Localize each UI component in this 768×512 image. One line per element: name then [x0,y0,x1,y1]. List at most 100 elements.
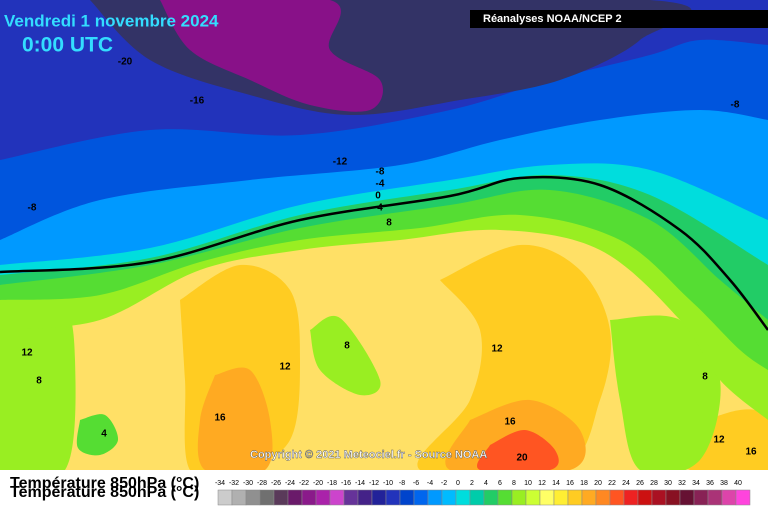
scale-swatch [637,489,653,506]
scale-tick-label: 14 [552,480,560,487]
scale-tick-label: -4 [427,480,433,487]
copyright: Copyright © 2021 Meteociel.fr - Source N… [250,449,487,461]
scale-tick-label: -2 [441,480,447,487]
source-banner [470,10,768,28]
zero-isotherm [0,175,768,331]
contour-label: 4 [101,429,107,440]
scale-swatch [693,489,709,506]
contour-label: 20 [516,453,528,464]
scale-tick-label: -6 [413,480,419,487]
scale-swatch [441,489,457,506]
contour-label: 12 [491,344,503,355]
scale-tick-label: 10 [524,480,532,487]
scale-swatch [707,489,723,506]
color-scale: -34 -32 -30 -28 -26 -24 -22 -20 -18 -16 -14 -12 -10-… [215,480,751,506]
temperature-blob [197,367,273,477]
scale-tick-label: -14 [355,480,365,487]
scale-swatch [651,489,667,506]
scale-swatch [497,489,513,506]
scale-swatch [427,489,443,506]
scale-swatch [553,489,569,506]
contour-label: -20 [118,57,133,68]
scale-tick-label: 40 [734,480,742,487]
contour-label: 16 [214,413,226,424]
temperature-blob [610,315,721,476]
scale-tick-label: 4 [484,480,488,487]
scale-tick-label: 22 [608,480,616,487]
scale-tick-label: 8 [512,480,516,487]
scale-tick-label: -16 [341,480,351,487]
legend-title: Température 850hPa (°C) [10,475,199,492]
scale-swatch [399,489,415,506]
scale-swatch [231,489,247,506]
scale-swatch [343,489,359,506]
scale-tick-label: -28 [257,480,267,487]
scale-tick-label: 38 [720,480,728,487]
temperature-blob [477,429,559,473]
scale-tick-label: 30 [664,480,672,487]
contour-label: 16 [504,417,516,428]
scale-swatch [385,489,401,506]
contour-label: -8 [28,203,37,214]
temperature-blob [0,295,76,488]
scale-swatch [357,489,373,506]
temperature-blob [76,414,119,456]
source-text: Réanalyses NOAA/NCEP 2 [483,13,622,25]
scale-swatch [329,489,345,506]
time-text: 0:00 UTC [22,34,113,57]
scale-tick-label: -18 [327,480,337,487]
scale-swatch [287,489,303,506]
contour-label: -16 [190,96,205,107]
scale-tick-label: 0 [456,480,460,487]
contour-label: 8 [36,376,42,387]
scale-tick-label: -8 [399,480,405,487]
contour-label: -8 [731,100,740,111]
contour-label: 12 [21,348,33,359]
scale-swatch [511,489,527,506]
scale-swatch [735,489,751,506]
scale-tick-label: -20 [313,480,323,487]
scale-swatch [595,489,611,506]
scale-tick-label: -26 [271,480,281,487]
scale-tick-label: 28 [650,480,658,487]
scale-swatch [609,489,625,506]
scale-swatch [581,489,597,506]
scale-swatch [525,489,541,506]
scale-swatch [217,489,233,506]
scale-swatch [679,489,695,506]
scale-tick-label: -10 [383,480,393,487]
scale-tick-label: -32 [229,480,239,487]
contour-label: 8 [344,341,350,352]
contour-label: 12 [279,362,291,373]
scale-swatch [483,489,499,506]
temperature-blob [310,315,381,396]
scale-swatch [539,489,555,506]
contour-label: 8 [702,372,708,383]
scale-swatch [315,489,331,506]
contour-label: -12 [333,157,348,168]
scale-swatch [455,489,471,506]
scale-tick-label: 2 [470,480,474,487]
scale-tick-label: 18 [580,480,588,487]
scale-swatch [721,489,737,506]
scale-swatch [665,489,681,506]
scale-tick-label: -30 [243,480,253,487]
scale-swatch [623,489,639,506]
scale-tick-label: 16 [566,480,574,487]
scale-tick-label: 20 [594,480,602,487]
scale-swatch [413,489,429,506]
scale-tick-label: -22 [299,480,309,487]
contour-label: 8 [386,218,392,229]
temperature-blob [160,0,383,112]
scale-tick-label: 26 [636,480,644,487]
scale-swatch [273,489,289,506]
contour-label: 4 [377,203,383,214]
scale-tick-label: -24 [285,480,295,487]
scale-tick-label: 24 [622,480,630,487]
scale-tick-label: 6 [498,480,502,487]
scale-tick-label: -34 [215,480,225,487]
date-text: Vendredi 1 novembre 2024 [4,11,219,30]
scale-tick-label: 36 [706,480,714,487]
